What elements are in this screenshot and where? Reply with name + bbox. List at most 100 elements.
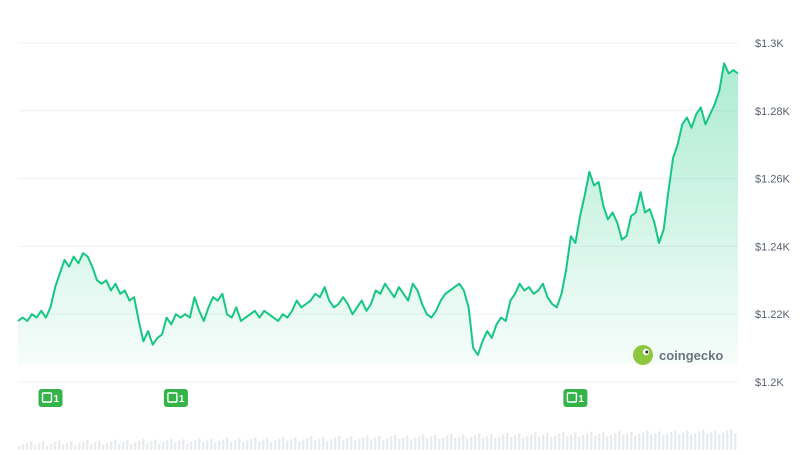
volume-bar xyxy=(254,437,257,450)
volume-bar xyxy=(242,442,245,450)
volume-bar xyxy=(90,444,93,450)
volume-bar xyxy=(170,438,173,450)
price-area-fill xyxy=(18,63,738,365)
volume-bar xyxy=(174,442,177,450)
badge-count: 1 xyxy=(54,394,60,405)
volume-bar xyxy=(506,433,509,450)
y-tick-label: $1.22K xyxy=(755,309,791,321)
volume-bar xyxy=(362,437,365,450)
volume-bar xyxy=(22,444,25,450)
volume-bar xyxy=(410,439,413,450)
volume-bar xyxy=(446,435,449,450)
volume-bar xyxy=(126,440,129,450)
volume-bar xyxy=(554,435,557,450)
volume-bar xyxy=(406,435,409,450)
volume-bar xyxy=(566,436,569,450)
volume-bar xyxy=(514,435,517,450)
event-badges: 1 1 1 xyxy=(38,389,588,407)
event-badge[interactable]: 1 xyxy=(38,389,63,407)
volume-bar xyxy=(278,438,281,450)
volume-bar xyxy=(110,441,113,450)
volume-bar xyxy=(366,435,369,450)
volume-bar xyxy=(162,442,165,450)
volume-bar xyxy=(582,435,585,450)
volume-bar xyxy=(182,439,185,450)
volume-bar xyxy=(482,437,485,450)
volume-bar xyxy=(382,439,385,450)
event-badge[interactable]: 1 xyxy=(163,389,188,407)
volume-bar xyxy=(558,433,561,450)
volume-bar xyxy=(718,434,721,450)
volume-bar xyxy=(454,437,457,450)
volume-bar xyxy=(342,439,345,450)
volume-bar xyxy=(42,441,45,450)
volume-bar xyxy=(606,436,609,450)
volume-bar xyxy=(390,436,393,450)
volume-bar xyxy=(510,437,513,450)
volume-bar xyxy=(670,431,673,450)
volume-bar xyxy=(322,436,325,450)
volume-bar xyxy=(418,436,421,450)
volume-bar xyxy=(62,444,65,450)
volume-bar xyxy=(690,434,693,450)
volume-bar xyxy=(478,433,481,450)
volume-bar xyxy=(70,441,73,450)
badge-count: 1 xyxy=(179,394,185,405)
volume-bar xyxy=(258,441,261,450)
volume-bar xyxy=(186,443,189,450)
volume-bar xyxy=(518,433,521,450)
volume-bar xyxy=(662,435,665,450)
volume-bar xyxy=(414,437,417,450)
volume-bar xyxy=(354,440,357,450)
volume-bar xyxy=(638,434,641,450)
volume-bar xyxy=(294,437,297,450)
volume-bar xyxy=(266,437,269,450)
volume-bar xyxy=(546,433,549,450)
volume-bar xyxy=(466,438,469,450)
volume-bar xyxy=(58,440,61,450)
volume-bar xyxy=(498,436,501,450)
volume-bar xyxy=(358,438,361,450)
volume-bar xyxy=(198,438,201,450)
volume-bar xyxy=(30,441,33,450)
volume-bar xyxy=(430,436,433,450)
volume-bar xyxy=(586,433,589,450)
volume-bar xyxy=(434,435,437,450)
volume-bar xyxy=(338,435,341,450)
volume-bar xyxy=(350,436,353,450)
volume-bar xyxy=(682,432,685,450)
volume-bar xyxy=(122,441,125,450)
volume-bar xyxy=(538,436,541,450)
volume-bar xyxy=(318,438,321,450)
volume-bar xyxy=(626,433,629,450)
y-axis-labels: $1.3K $1.28K $1.26K $1.24K $1.22K $1.2K xyxy=(755,38,791,389)
volume-bar xyxy=(458,436,461,450)
volume-bar xyxy=(630,431,633,450)
volume-bar xyxy=(702,429,705,450)
y-tick-label: $1.2K xyxy=(755,377,784,389)
volume-bar xyxy=(542,434,545,450)
volume-bar xyxy=(726,431,729,450)
volume-bar xyxy=(226,437,229,450)
volume-bar xyxy=(574,432,577,450)
event-badge[interactable]: 1 xyxy=(563,389,588,407)
volume-bar xyxy=(710,432,713,450)
y-tick-label: $1.28K xyxy=(755,106,791,118)
volume-bar xyxy=(374,437,377,450)
volume-bar xyxy=(74,445,77,450)
volume-bar xyxy=(286,440,289,450)
volume-bar xyxy=(54,442,57,450)
gecko-pupil-icon xyxy=(645,350,649,354)
volume-bar xyxy=(534,432,537,450)
volume-bar xyxy=(194,439,197,450)
volume-bar xyxy=(86,440,89,450)
volume-bar xyxy=(714,430,717,450)
volume-bar xyxy=(282,436,285,450)
volume-bar xyxy=(106,442,109,450)
volume-bar xyxy=(610,434,613,450)
volume-bar xyxy=(490,434,493,450)
volume-bar xyxy=(302,439,305,450)
volume-bar xyxy=(450,434,453,450)
volume-bar xyxy=(38,443,41,450)
